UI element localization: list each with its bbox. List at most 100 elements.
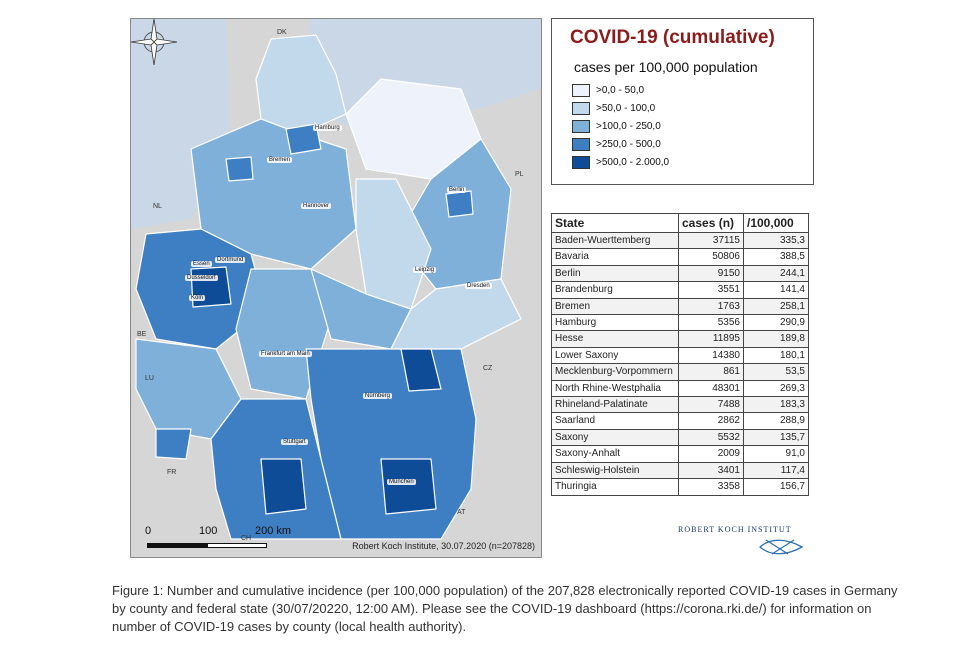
scale-label-end: 200 km bbox=[255, 525, 292, 537]
table-cell-incidence: 189,8 bbox=[743, 330, 809, 348]
legend-class-1: >0,0 - 50,0 bbox=[572, 83, 644, 97]
legend-class-3: >100,0 - 250,0 bbox=[572, 119, 661, 133]
legend-class-5: >500,0 - 2.000,0 bbox=[572, 155, 669, 169]
city-label-dortmund: Dortmund bbox=[215, 257, 246, 263]
city-label-koeln: Köln bbox=[189, 295, 206, 301]
table-cell-cases: 861 bbox=[678, 363, 744, 381]
country-label-lu: LU bbox=[145, 375, 154, 382]
table-cell-state: Saxony bbox=[551, 428, 679, 447]
table-cell-incidence: 335,3 bbox=[743, 231, 809, 250]
table-cell-cases: 3401 bbox=[678, 461, 744, 480]
table-cell-cases: 37115 bbox=[678, 231, 744, 250]
table-row: Hesse 11895 189,8 bbox=[551, 330, 809, 348]
scale-label-zero: 0 bbox=[145, 525, 152, 537]
table-row: Bavaria 50806 388,5 bbox=[551, 248, 809, 266]
country-label-pl: PL bbox=[515, 171, 524, 178]
legend-title: COVID-19 (cumulative) bbox=[570, 27, 775, 48]
table-cell-state: Thuringia bbox=[551, 478, 679, 496]
table-row: Berlin 9150 244,1 bbox=[551, 264, 809, 283]
compass-rose-icon bbox=[131, 19, 177, 65]
scale-label-mid: 100 bbox=[199, 525, 218, 537]
table-row: Thuringia 3358 156,7 bbox=[551, 478, 809, 496]
legend-swatch bbox=[572, 155, 590, 169]
table-row: Saxony 5532 135,7 bbox=[551, 428, 809, 447]
legend-box: COVID-19 (cumulative) cases per 100,000 … bbox=[551, 18, 814, 185]
table-cell-state: North Rhine-Westphalia bbox=[551, 379, 679, 398]
table-cell-cases: 3551 bbox=[678, 281, 744, 299]
legend-swatch bbox=[572, 101, 590, 115]
table-cell-incidence: 53,5 bbox=[743, 363, 809, 381]
table-cell-state: Bavaria bbox=[551, 248, 679, 266]
table-row: Schleswig-Holstein 3401 117,4 bbox=[551, 461, 809, 480]
legend-class-2: >50,0 - 100,0 bbox=[572, 101, 655, 115]
table-row: Rhineland-Palatinate 7488 183,3 bbox=[551, 396, 809, 414]
choropleth-map: DK PL NL BE LU CZ FR CH AT Hamburg Breme… bbox=[130, 18, 542, 558]
legend-swatch bbox=[572, 119, 590, 133]
country-label-be: BE bbox=[137, 331, 147, 338]
table-header-state: State bbox=[551, 213, 679, 233]
table-cell-incidence: 288,9 bbox=[743, 412, 809, 430]
table-cell-state: Saxony-Anhalt bbox=[551, 445, 679, 463]
table-row: Hamburg 5356 290,9 bbox=[551, 314, 809, 332]
country-label-nl: NL bbox=[153, 203, 162, 210]
scale-bar: 0 100 200 km bbox=[145, 525, 307, 553]
legend-label: >0,0 - 50,0 bbox=[596, 84, 645, 96]
table-cell-state: Lower Saxony bbox=[551, 346, 679, 365]
table-cell-cases: 7488 bbox=[678, 396, 744, 414]
legend-swatch bbox=[572, 137, 590, 151]
legend-label: >100,0 - 250,0 bbox=[596, 120, 661, 132]
city-label-hamburg: Hamburg bbox=[313, 125, 342, 131]
table-cell-state: Bremen bbox=[551, 297, 679, 316]
table-cell-cases: 9150 bbox=[678, 264, 744, 283]
table-row: Mecklenburg-Vorpommern 861 53,5 bbox=[551, 363, 809, 381]
table-cell-cases: 5356 bbox=[678, 314, 744, 332]
country-label-at: AT bbox=[457, 509, 466, 516]
table-cell-incidence: 156,7 bbox=[743, 478, 809, 496]
table-cell-state: Rhineland-Palatinate bbox=[551, 396, 679, 414]
city-label-frankfurt: Frankfurt am Main bbox=[259, 351, 312, 357]
table-cell-cases: 5532 bbox=[678, 428, 744, 447]
table-cell-cases: 48301 bbox=[678, 379, 744, 398]
country-label-fr: FR bbox=[167, 469, 177, 476]
table-cell-cases: 11895 bbox=[678, 330, 744, 348]
legend-label: >250,0 - 500,0 bbox=[596, 138, 661, 150]
table-cell-cases: 2862 bbox=[678, 412, 744, 430]
legend-label: >500,0 - 2.000,0 bbox=[596, 156, 670, 168]
table-cell-state: Berlin bbox=[551, 264, 679, 283]
table-cell-state: Hamburg bbox=[551, 314, 679, 332]
city-label-muenchen: München bbox=[387, 479, 416, 485]
table-row: Saxony-Anhalt 2009 91,0 bbox=[551, 445, 809, 463]
table-cell-incidence: 91,0 bbox=[743, 445, 809, 463]
table-cell-incidence: 117,4 bbox=[743, 461, 809, 480]
city-label-leipzig: Leipzig bbox=[413, 267, 437, 273]
table-row: Lower Saxony 14380 180,1 bbox=[551, 346, 809, 365]
table-header-cases: cases (n) bbox=[678, 213, 744, 233]
city-label-duesseldorf: Düsseldorf bbox=[185, 275, 218, 281]
table-cell-state: Hesse bbox=[551, 330, 679, 348]
table-cell-incidence: 258,1 bbox=[743, 297, 809, 316]
rki-logo: ROBERT KOCH INSTITUT bbox=[678, 525, 808, 565]
table-cell-incidence: 141,4 bbox=[743, 281, 809, 299]
table-body: Baden-Wuerttemberg 37115 335,3 Bavaria 50806… bbox=[551, 231, 809, 496]
country-label-dk: DK bbox=[277, 29, 287, 36]
legend-class-4: >250,0 - 500,0 bbox=[572, 137, 661, 151]
city-label-dresden: Dresden bbox=[465, 283, 492, 289]
table-cell-state: Brandenburg bbox=[551, 281, 679, 299]
table-row: Brandenburg 3551 141,4 bbox=[551, 281, 809, 299]
table-cell-incidence: 388,5 bbox=[743, 248, 809, 266]
table-cell-incidence: 290,9 bbox=[743, 314, 809, 332]
figure-caption: Figure 1: Number and cumulative incidenc… bbox=[112, 583, 898, 634]
country-label-ch: CH bbox=[241, 535, 252, 542]
city-label-bremen: Bremen bbox=[267, 157, 293, 163]
table-cell-incidence: 135,7 bbox=[743, 428, 809, 447]
table-cell-cases: 3358 bbox=[678, 478, 744, 496]
table-row: Baden-Wuerttemberg 37115 335,3 bbox=[551, 231, 809, 250]
table-cell-incidence: 244,1 bbox=[743, 264, 809, 283]
table-cell-state: Baden-Wuerttemberg bbox=[551, 231, 679, 250]
legend-label: >50,0 - 100,0 bbox=[596, 102, 656, 114]
table-cell-incidence: 180,1 bbox=[743, 346, 809, 365]
city-label-hannover: Hannover bbox=[301, 203, 332, 209]
city-label-stuttgart: Stuttgart bbox=[281, 439, 308, 445]
table-cell-cases: 1763 bbox=[678, 297, 744, 316]
table-cell-cases: 2009 bbox=[678, 445, 744, 463]
